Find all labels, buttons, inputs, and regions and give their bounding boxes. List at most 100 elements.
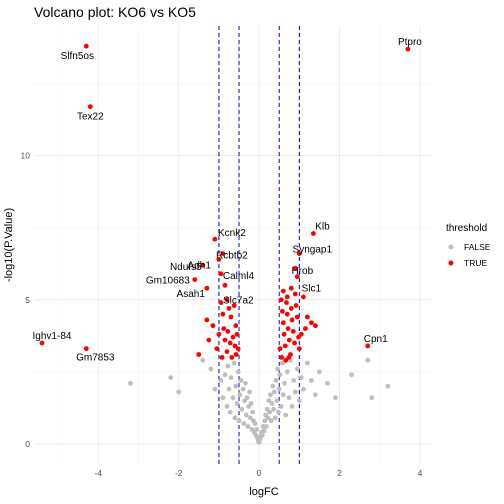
point-false bbox=[296, 398, 302, 403]
point-false bbox=[243, 380, 248, 386]
point-false bbox=[233, 383, 239, 389]
point-false bbox=[241, 421, 247, 427]
point-false bbox=[294, 366, 300, 372]
point-true bbox=[224, 297, 230, 303]
point-false bbox=[265, 415, 271, 421]
point-label: Adh1 bbox=[188, 260, 212, 271]
point-label: Slc7a2 bbox=[223, 295, 254, 306]
point-false bbox=[176, 389, 182, 395]
point-true bbox=[83, 346, 89, 352]
point-false bbox=[200, 357, 206, 363]
point-false bbox=[245, 424, 251, 429]
point-false bbox=[273, 378, 279, 383]
point-true bbox=[284, 311, 290, 317]
point-label: Tex22 bbox=[77, 112, 104, 123]
legend-swatch-true bbox=[448, 260, 454, 266]
x-tick-label: 0 bbox=[257, 468, 262, 478]
point-true bbox=[235, 346, 241, 352]
point-true bbox=[216, 331, 222, 337]
x-tick-label: -2 bbox=[175, 468, 183, 478]
legend-swatch-false bbox=[448, 244, 454, 250]
y-tick-label: 10 bbox=[21, 151, 31, 161]
point-false bbox=[234, 401, 240, 406]
point-false bbox=[235, 369, 241, 375]
point-true bbox=[196, 352, 202, 357]
point-label: Kcnk2 bbox=[218, 228, 246, 239]
point-true bbox=[232, 343, 238, 349]
point-false bbox=[224, 404, 230, 409]
point-true bbox=[290, 329, 296, 334]
point-false bbox=[238, 378, 244, 383]
point-false bbox=[283, 412, 289, 418]
point-false bbox=[349, 372, 354, 378]
point-false bbox=[228, 375, 234, 380]
point-false bbox=[317, 369, 322, 375]
point-true bbox=[83, 43, 89, 49]
point-true bbox=[206, 337, 212, 343]
point-true bbox=[204, 317, 210, 323]
point-false bbox=[240, 386, 246, 392]
point-false bbox=[222, 372, 228, 378]
point-true bbox=[228, 314, 234, 320]
point-true bbox=[296, 346, 302, 352]
point-false bbox=[227, 409, 233, 415]
point-true bbox=[218, 271, 224, 277]
point-true bbox=[210, 323, 216, 329]
point-false bbox=[254, 427, 260, 432]
point-label: Ndufs5 bbox=[170, 262, 202, 273]
point-true bbox=[294, 274, 300, 280]
point-false bbox=[276, 386, 282, 392]
point-label: Ighv1-84 bbox=[33, 331, 72, 342]
point-true bbox=[220, 311, 226, 317]
point-true bbox=[365, 343, 371, 349]
point-true bbox=[216, 257, 222, 262]
point-label: Gm7853 bbox=[76, 353, 115, 364]
point-false bbox=[264, 424, 269, 429]
point-false bbox=[259, 432, 265, 438]
point-false bbox=[275, 366, 280, 372]
point-false bbox=[128, 380, 133, 386]
point-true bbox=[280, 308, 285, 314]
point-true bbox=[231, 303, 237, 308]
point-true bbox=[309, 320, 314, 326]
point-false bbox=[271, 406, 276, 412]
point-false bbox=[218, 378, 224, 383]
point-false bbox=[226, 386, 232, 392]
point-false bbox=[272, 389, 277, 395]
point-false bbox=[208, 366, 214, 372]
point-false bbox=[272, 415, 278, 421]
point-true bbox=[279, 355, 284, 360]
point-false bbox=[237, 392, 243, 398]
point-true bbox=[200, 262, 206, 268]
point-true bbox=[301, 294, 306, 300]
point-true bbox=[214, 346, 220, 352]
point-false bbox=[298, 375, 304, 380]
point-label: Ptpro bbox=[398, 37, 422, 48]
point-false bbox=[168, 375, 174, 380]
point-true bbox=[294, 314, 300, 320]
point-true bbox=[229, 355, 235, 360]
point-false bbox=[239, 406, 245, 412]
point-true bbox=[288, 285, 294, 291]
point-true bbox=[280, 320, 286, 326]
point-true bbox=[280, 288, 286, 294]
point-false bbox=[252, 421, 258, 427]
point-false bbox=[247, 415, 253, 421]
point-false bbox=[268, 392, 273, 398]
point-true bbox=[225, 329, 231, 334]
point-label: Syngap1 bbox=[293, 245, 333, 256]
point-true bbox=[281, 331, 287, 337]
point-true bbox=[289, 317, 295, 323]
point-false bbox=[231, 360, 237, 366]
point-false bbox=[243, 412, 249, 418]
point-true bbox=[286, 355, 292, 360]
point-false bbox=[280, 360, 285, 366]
point-false bbox=[309, 378, 314, 383]
point-false bbox=[301, 386, 306, 392]
point-false bbox=[269, 401, 275, 406]
point-false bbox=[267, 409, 272, 415]
point-true bbox=[218, 300, 224, 305]
point-true bbox=[284, 294, 290, 300]
point-false bbox=[244, 395, 250, 401]
